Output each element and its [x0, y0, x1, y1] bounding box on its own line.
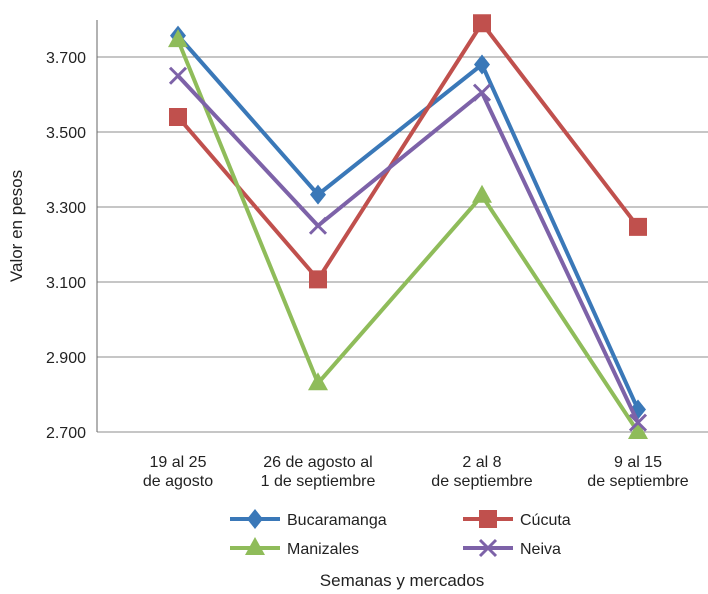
x-tick-label: 1 de septiembre	[261, 473, 376, 490]
series-group	[168, 14, 648, 439]
y-tick-label: 3.500	[46, 125, 86, 142]
legend-label: Bucaramanga	[287, 512, 387, 529]
x-tick-labels: 19 al 25 de agosto 26 de agosto al 1 de sep…	[143, 454, 689, 490]
x-tick-label: de septiembre	[431, 473, 532, 490]
y-tick-label: 3.300	[46, 200, 86, 217]
x-marker-stroke	[472, 83, 492, 102]
series-line	[176, 34, 640, 411]
data-point	[169, 108, 187, 126]
series-neiva	[168, 66, 648, 432]
legend-item: Cúcuta	[463, 510, 571, 529]
x-tick-label: 19 al 25	[150, 454, 207, 471]
y-tick-label: 3.700	[46, 50, 86, 67]
legend-marker	[245, 537, 265, 555]
data-point	[310, 184, 326, 205]
legend-item: Bucaramanga	[230, 509, 387, 529]
legend-label: Manizales	[287, 541, 359, 558]
legend-item: Neiva	[463, 538, 561, 558]
data-point	[628, 421, 648, 439]
data-point	[472, 184, 492, 203]
y-tick-label: 2.900	[46, 350, 86, 367]
data-point	[168, 29, 188, 48]
y-tick-label: 3.100	[46, 275, 86, 292]
series-line	[176, 39, 640, 434]
legend-marker	[247, 509, 263, 529]
data-point	[629, 217, 647, 236]
data-point	[472, 83, 492, 102]
series-line	[176, 74, 640, 424]
legend-marker	[479, 510, 497, 528]
legend-label: Neiva	[520, 541, 561, 558]
series-line	[176, 21, 640, 282]
data-point	[628, 413, 648, 432]
x-marker-stroke	[628, 413, 648, 432]
data-point	[474, 54, 490, 75]
x-tick-label: 9 al 15	[614, 454, 662, 471]
legend-item: Manizales	[230, 537, 359, 558]
x-marker-stroke	[478, 538, 498, 558]
data-point	[308, 216, 328, 235]
y-tick-label: 2.700	[46, 425, 86, 442]
series-cúcuta	[169, 14, 647, 289]
x-tick-label: de agosto	[143, 473, 213, 490]
legend: Bucaramanga Cúcuta Manizales Neiva	[230, 509, 571, 558]
data-point	[473, 14, 491, 33]
data-point	[309, 270, 327, 289]
x-tick-label: 26 de agosto al	[263, 454, 372, 471]
x-marker-stroke	[308, 216, 328, 235]
series-manizales	[168, 29, 648, 439]
data-point	[308, 372, 328, 391]
x-axis-title: Semanas y mercados	[320, 571, 484, 590]
y-axis-title: Valor en pesos	[7, 170, 26, 282]
legend-marker	[478, 538, 498, 558]
x-tick-label: de septiembre	[587, 473, 688, 490]
data-point	[168, 66, 188, 85]
x-tick-label: 2 al 8	[462, 454, 501, 471]
legend-label: Cúcuta	[520, 512, 571, 529]
x-marker-stroke	[168, 66, 188, 85]
y-tick-labels: 2.700 2.900 3.100 3.300 3.500 3.700	[46, 50, 86, 442]
series-bucaramanga	[170, 25, 646, 420]
